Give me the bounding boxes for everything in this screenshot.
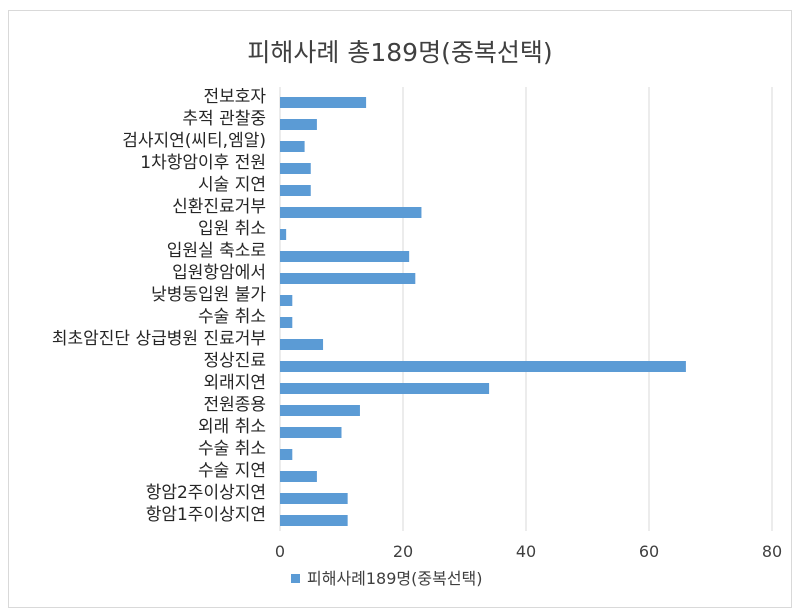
category-label: 수술 취소	[198, 307, 266, 327]
category-label: 신환진료거부	[172, 197, 266, 217]
bars	[280, 97, 686, 526]
x-tick-label: 40	[516, 542, 536, 561]
category-label: 전보호자	[203, 87, 266, 107]
category-label: 추적 관찰중	[182, 109, 266, 129]
category-label: 입원실 축소로	[167, 241, 266, 261]
category-label: 입원항암에서	[172, 263, 266, 283]
x-tick-label: 0	[275, 542, 285, 561]
x-axis-ticks: 0 20 40 60 80	[275, 542, 782, 561]
category-label: 1차항암이후 전원	[140, 153, 266, 173]
x-tick-label: 60	[639, 542, 659, 561]
legend: 피해사례189명(중복선택)	[291, 569, 483, 588]
category-label: 외래 취소	[198, 417, 266, 437]
bar	[280, 97, 367, 108]
category-label: 입원 취소	[198, 219, 266, 239]
category-label: 항암1주이상지연	[146, 505, 266, 525]
bar	[280, 295, 293, 306]
category-label: 검사지연(씨티,엠알)	[122, 131, 266, 151]
category-label: 시술 지연	[198, 175, 266, 195]
category-label: 외래지연	[203, 373, 266, 393]
category-label: 최초암진단 상급병원 진료거부	[52, 329, 266, 349]
bar	[280, 141, 305, 152]
category-label: 낮병동입원 불가	[151, 285, 266, 305]
bar	[280, 427, 342, 438]
category-label: 수술 취소	[198, 439, 266, 459]
chart-title: 피해사례 총189명(중복선택)	[247, 38, 552, 67]
bar	[280, 229, 287, 240]
bar	[280, 317, 293, 328]
category-label: 정상진료	[203, 351, 266, 371]
bar	[280, 383, 490, 394]
gridlines	[279, 87, 773, 531]
bar	[280, 515, 348, 526]
x-tick-label: 80	[762, 542, 782, 561]
bar	[280, 273, 416, 284]
bar	[280, 251, 410, 262]
x-tick-label: 20	[393, 542, 413, 561]
bar	[280, 163, 311, 174]
legend-label: 피해사례189명(중복선택)	[307, 569, 483, 588]
bar	[280, 207, 422, 218]
chart-frame	[8, 10, 792, 608]
bar	[280, 471, 317, 482]
category-label: 수술 지연	[198, 461, 266, 481]
bar	[280, 405, 360, 416]
legend-swatch	[291, 574, 300, 583]
bar	[280, 185, 311, 196]
category-label: 항암2주이상지연	[146, 483, 266, 503]
bar	[280, 361, 686, 372]
bar	[280, 493, 348, 504]
bar	[280, 119, 317, 130]
bar	[280, 339, 324, 350]
bar	[280, 449, 293, 460]
category-label: 전원종용	[203, 395, 266, 415]
